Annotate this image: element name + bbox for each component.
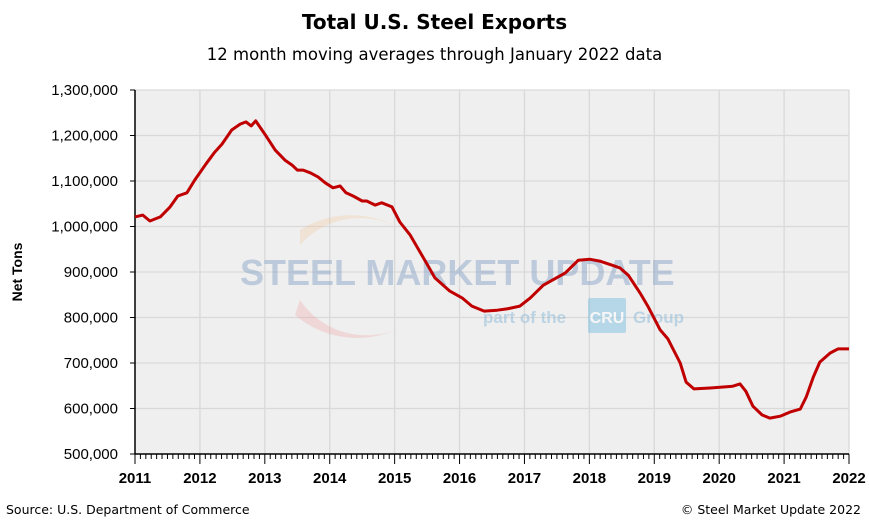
x-tick-label: 2011 (119, 470, 152, 487)
series-line-exports (134, 119, 849, 420)
watermark-sub-left: part of the (483, 308, 566, 327)
y-tick-label: 1,300,000 (51, 82, 118, 99)
watermark-sub-right: Group (633, 308, 684, 327)
x-tick-label: 2012 (183, 470, 216, 487)
source-note: Source: U.S. Department of Commerce (6, 502, 250, 517)
x-tick-label: 2022 (832, 470, 865, 487)
y-tick-label: 1,200,000 (51, 128, 118, 145)
x-tick-label: 2014 (313, 470, 347, 487)
y-tick-label: 800,000 (64, 310, 118, 327)
y-tick-label: 700,000 (64, 355, 118, 372)
chart-subtitle: 12 month moving averages through January… (206, 45, 663, 64)
watermark-badge: CRU (590, 310, 625, 327)
y-tick-label: 1,100,000 (51, 173, 118, 190)
chart-title: Total U.S. Steel Exports (301, 10, 568, 34)
y-axis-label: Net Tons (9, 242, 25, 301)
gridlines (135, 89, 850, 454)
y-tick-label: 500,000 (64, 446, 118, 463)
y-tick-label: 1,000,000 (51, 219, 118, 236)
x-tick-label: 2019 (638, 470, 671, 487)
series-group (134, 119, 849, 420)
watermark-logo: STEEL MARKET UPDATE part of the CRU Grou… (240, 215, 684, 338)
axes: 500,000 600,000 700,000 800,000 900,000 1,000… (51, 82, 865, 487)
x-tick-label: 2020 (702, 470, 735, 487)
x-tick-label: 2015 (378, 470, 411, 487)
x-tick-label: 2013 (248, 470, 281, 487)
x-tick-label: 2021 (767, 470, 800, 487)
x-tick-label: 2017 (508, 470, 541, 487)
x-tick-label: 2018 (573, 470, 606, 487)
x-tick-label: 2016 (443, 470, 476, 487)
y-tick-label: 600,000 (64, 401, 118, 418)
y-tick-label: 900,000 (64, 264, 118, 281)
copyright-note: © Steel Market Update 2022 (680, 502, 861, 517)
watermark-text: STEEL MARKET UPDATE (240, 252, 675, 293)
